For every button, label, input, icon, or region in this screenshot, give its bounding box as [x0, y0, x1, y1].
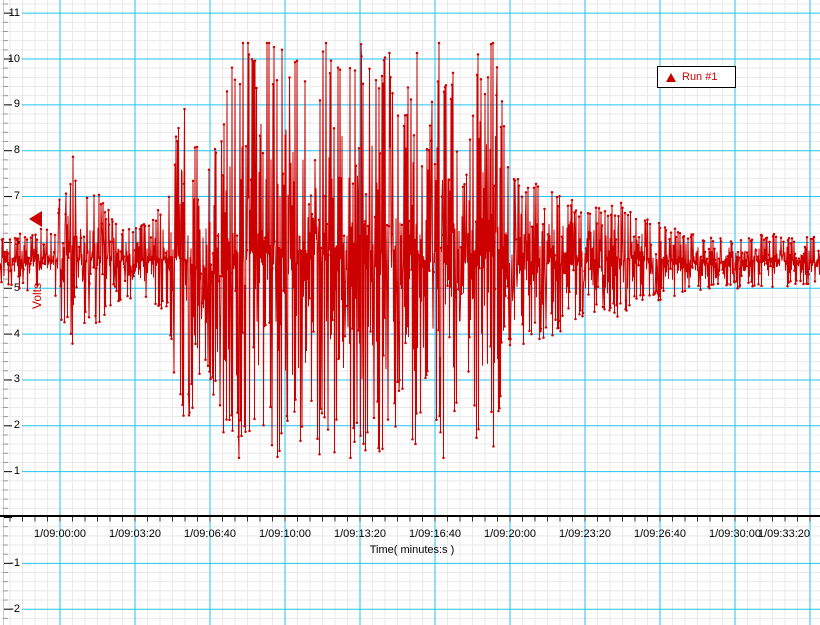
y-tick-label: -1	[10, 556, 20, 569]
y-tick-label: 10	[7, 52, 20, 65]
legend-label: Run #1	[682, 71, 718, 83]
y-axis-title: Volts	[30, 283, 44, 310]
y-tick-label: 7	[13, 190, 20, 203]
y-tick-label: 5	[13, 281, 20, 294]
y-tick-label: 11	[8, 6, 20, 19]
x-tick-label: 1/09:23:20	[559, 528, 611, 540]
x-axis-title: Time( minutes:s )	[369, 544, 455, 556]
x-tick-label: 1/09:33:20	[758, 528, 810, 540]
x-tick-label: 1/09:16:40	[409, 528, 461, 540]
x-tick-label: 1/09:00:00	[34, 528, 86, 540]
y-tick-label: 3	[13, 373, 20, 386]
x-tick-label: 1/09:13:20	[334, 528, 386, 540]
y-tick-label: 9	[13, 98, 20, 111]
legend-triangle-icon	[666, 72, 676, 82]
y-tick-label: 2	[13, 419, 20, 432]
y-tick-label: 1	[13, 465, 20, 478]
x-tick-label: 1/09:20:00	[484, 528, 536, 540]
x-tick-label: 1/09:10:00	[259, 528, 311, 540]
y-tick-label: -2	[10, 602, 20, 615]
x-tick-label: 1/09:06:40	[184, 528, 236, 540]
channel-pointer-icon[interactable]	[29, 211, 42, 228]
x-tick-label: 1/09:26:40	[634, 528, 686, 540]
legend-box[interactable]: Run #1	[657, 66, 736, 88]
y-tick-label: 6	[13, 235, 20, 248]
x-tick-label: 1/09:03:20	[109, 528, 161, 540]
y-tick-label: 8	[13, 144, 20, 157]
y-tick-label: 4	[13, 327, 20, 340]
